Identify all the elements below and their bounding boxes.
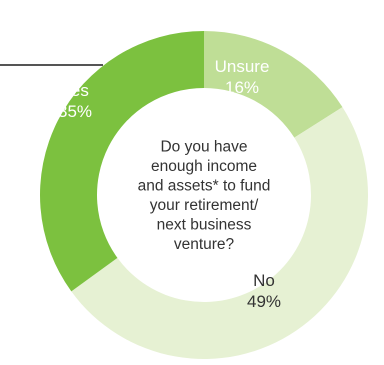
slice-label-yes: Yes 35% (58, 81, 92, 121)
center-text-line: enough income (151, 158, 257, 175)
slice-labels: Unsure 16% No 49% Yes 35% (58, 57, 281, 311)
slice-name: Yes (61, 81, 89, 100)
center-text-line: next business (157, 216, 252, 233)
donut-slices (40, 30, 368, 359)
slice-yes (40, 30, 204, 292)
center-text-line: your retirement/ (150, 197, 259, 214)
center-text-line: venture? (174, 236, 235, 253)
center-text-line: and assets* to fund (138, 177, 271, 194)
slice-percent: 16% (225, 78, 259, 97)
slice-no (71, 107, 368, 359)
slice-percent: 35% (58, 102, 92, 121)
slice-label-no: No 49% (247, 271, 281, 311)
slice-percent: 49% (247, 292, 281, 311)
center-text-line: Do you have (160, 138, 247, 155)
slice-unsure (204, 31, 343, 138)
slice-name: Unsure (215, 57, 270, 76)
slice-name: No (253, 271, 275, 290)
donut-center-question: Do you have enough income and assets* to f… (138, 138, 271, 253)
slice-label-unsure: Unsure 16% (215, 57, 270, 97)
